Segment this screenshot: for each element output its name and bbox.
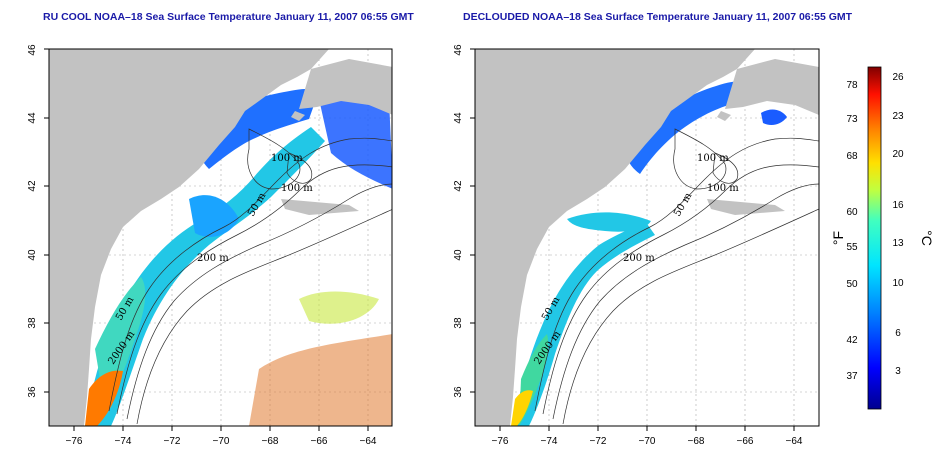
fahrenheit-tick-50: 50 bbox=[846, 279, 858, 290]
right-x-tick-66: −66 bbox=[737, 436, 754, 447]
celsius-tick-20: 20 bbox=[892, 149, 904, 160]
right-x-tick-74: −74 bbox=[541, 436, 558, 447]
left-x-tick-68: −68 bbox=[262, 436, 279, 447]
right-y-tick-42: 42 bbox=[453, 180, 464, 192]
fahrenheit-tick-78: 78 bbox=[846, 80, 858, 91]
right-y-tick-36: 36 bbox=[453, 386, 464, 398]
left-sst-gulf-of-maine bbox=[197, 88, 319, 169]
right-x-axis: −76 −74 −72 −70 −68 −66 −64 bbox=[492, 426, 803, 447]
left-y-tick-44: 44 bbox=[27, 112, 38, 124]
colorbar-gradient bbox=[867, 66, 882, 410]
left-y-tick-42: 42 bbox=[27, 180, 38, 192]
left-x-tick-70: −70 bbox=[213, 436, 230, 447]
celsius-tick-13: 13 bbox=[892, 238, 904, 249]
right-contour-label-200m: 200 m bbox=[623, 253, 655, 264]
colorbar-fahrenheit-ticks: 78 73 68 60 55 50 42 37 bbox=[846, 80, 858, 382]
left-sst-georges-bank bbox=[189, 195, 239, 237]
right-x-tick-70: −70 bbox=[639, 436, 656, 447]
fahrenheit-tick-60: 60 bbox=[846, 207, 858, 218]
right-x-tick-64: −64 bbox=[786, 436, 803, 447]
fahrenheit-tick-42: 42 bbox=[846, 335, 858, 346]
left-sst-offshore-warm bbox=[249, 334, 392, 426]
left-x-axis: −76 −74 −72 −70 −68 −66 −64 bbox=[66, 426, 377, 447]
right-map-panel: 100 m 100 m 50 m 200 m 50 m 2000 m 36 38… bbox=[453, 44, 820, 447]
right-map-title: DECLOUDED NOAA–18 Sea Surface Temperatur… bbox=[463, 11, 853, 23]
left-sst-offshore-patch bbox=[299, 291, 379, 324]
colorbar-celsius-ticks: 26 23 20 16 13 10 6 3 bbox=[892, 72, 904, 377]
right-y-tick-44: 44 bbox=[453, 112, 464, 124]
left-y-tick-40: 40 bbox=[27, 249, 38, 261]
right-sst-shelf-water bbox=[513, 221, 655, 426]
left-contour-label-100m-north: 100 m bbox=[271, 153, 303, 164]
right-contour-label-100m-east: 100 m bbox=[707, 183, 739, 194]
left-y-tick-46: 46 bbox=[27, 44, 38, 56]
right-y-tick-40: 40 bbox=[453, 249, 464, 261]
right-sst-southern-warm bbox=[511, 390, 533, 426]
right-contour-label-100m-north: 100 m bbox=[697, 153, 729, 164]
left-sst-shelf-water bbox=[85, 127, 325, 426]
left-map-title: RU COOL NOAA–18 Sea Surface Temperature … bbox=[43, 11, 414, 23]
left-y-tick-38: 38 bbox=[27, 317, 38, 329]
fahrenheit-tick-55: 55 bbox=[846, 242, 858, 253]
left-y-axis: 36 38 40 42 44 46 bbox=[27, 44, 49, 398]
right-sst-scotian-patch bbox=[761, 109, 787, 125]
fahrenheit-tick-37: 37 bbox=[846, 371, 858, 382]
celsius-tick-23: 23 bbox=[892, 111, 904, 122]
right-y-tick-46: 46 bbox=[453, 44, 464, 56]
right-y-tick-38: 38 bbox=[453, 317, 464, 329]
left-x-tick-76: −76 bbox=[66, 436, 83, 447]
celsius-tick-10: 10 bbox=[892, 278, 904, 289]
right-sst-gulf-of-maine bbox=[625, 81, 747, 174]
right-x-tick-76: −76 bbox=[492, 436, 509, 447]
fahrenheit-tick-68: 68 bbox=[846, 151, 858, 162]
left-x-tick-64: −64 bbox=[360, 436, 377, 447]
fahrenheit-tick-73: 73 bbox=[846, 114, 858, 125]
colorbar: °F °C 78 73 68 60 55 50 42 37 26 23 20 1… bbox=[830, 66, 935, 410]
celsius-tick-16: 16 bbox=[892, 200, 904, 211]
celsius-tick-3: 3 bbox=[895, 366, 901, 377]
left-x-tick-74: −74 bbox=[115, 436, 132, 447]
right-x-tick-72: −72 bbox=[590, 436, 607, 447]
left-contour-label-200m: 200 m bbox=[197, 253, 229, 264]
left-x-tick-66: −66 bbox=[311, 436, 328, 447]
right-x-tick-68: −68 bbox=[688, 436, 705, 447]
right-sst-new-england-shelf bbox=[567, 212, 651, 232]
left-y-tick-36: 36 bbox=[27, 386, 38, 398]
left-sst-gulf-stream-edge bbox=[85, 370, 123, 426]
left-sst-scotian-shelf bbox=[319, 91, 392, 189]
celsius-tick-6: 6 bbox=[895, 328, 901, 339]
right-y-axis: 36 38 40 42 44 46 bbox=[453, 44, 475, 398]
left-contour-label-100m-east: 100 m bbox=[281, 183, 313, 194]
left-map-panel: 100 m 100 m 50 m 200 m 50 m 2000 m 36 38… bbox=[27, 44, 393, 447]
celsius-tick-26: 26 bbox=[892, 72, 904, 83]
colorbar-celsius-label: °C bbox=[919, 230, 935, 246]
colorbar-fahrenheit-label: °F bbox=[830, 231, 846, 245]
left-x-tick-72: −72 bbox=[164, 436, 181, 447]
